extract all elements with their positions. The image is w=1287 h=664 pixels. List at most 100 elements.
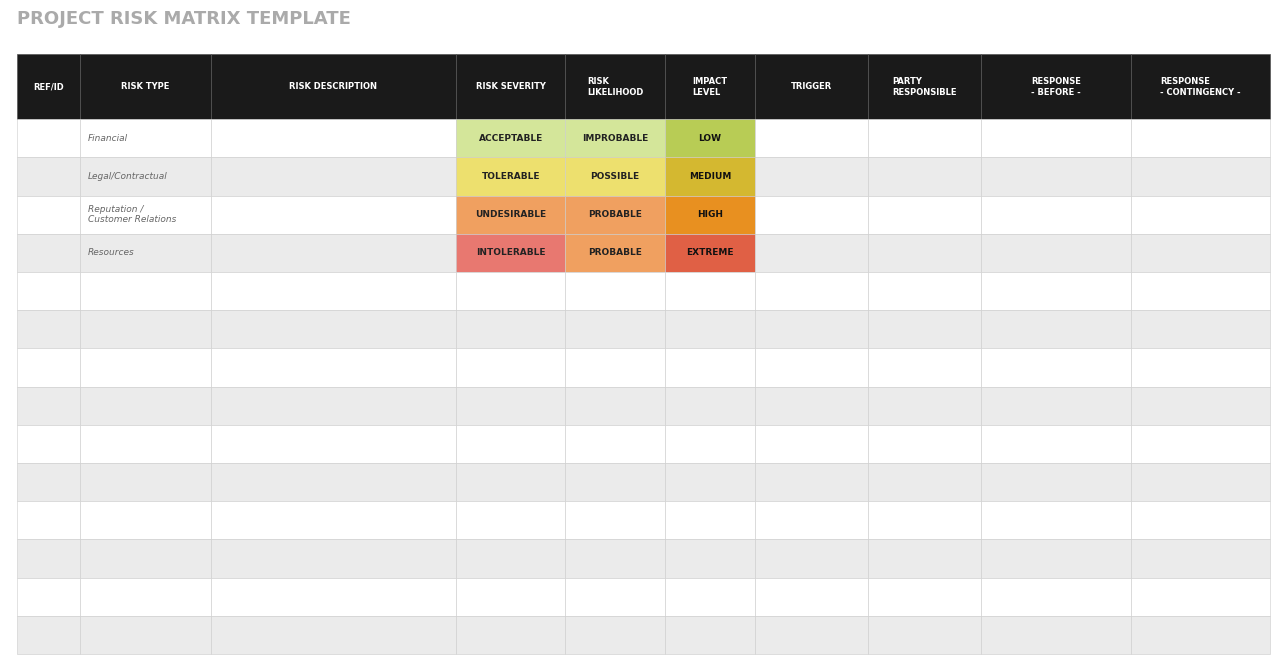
Bar: [457, 616, 565, 654]
Bar: [565, 616, 665, 654]
Bar: [81, 54, 211, 120]
Bar: [211, 616, 457, 654]
Bar: [1131, 234, 1270, 272]
Text: INTOLERABLE: INTOLERABLE: [476, 248, 546, 258]
Bar: [565, 234, 665, 272]
Bar: [981, 234, 1131, 272]
Text: TRIGGER: TRIGGER: [790, 82, 833, 92]
Bar: [81, 539, 211, 578]
Text: LOW: LOW: [699, 134, 722, 143]
Bar: [755, 501, 867, 539]
Text: RISK TYPE: RISK TYPE: [121, 82, 170, 92]
Bar: [755, 234, 867, 272]
Bar: [211, 425, 457, 463]
Bar: [665, 349, 755, 386]
Bar: [565, 463, 665, 501]
Bar: [867, 54, 981, 120]
Bar: [1131, 54, 1270, 120]
Bar: [665, 539, 755, 578]
Text: Reputation /
Customer Relations: Reputation / Customer Relations: [88, 205, 176, 224]
Bar: [81, 386, 211, 425]
Bar: [981, 539, 1131, 578]
Bar: [867, 501, 981, 539]
Bar: [981, 272, 1131, 310]
Bar: [17, 501, 81, 539]
Bar: [981, 425, 1131, 463]
Bar: [211, 196, 457, 234]
Bar: [755, 539, 867, 578]
Text: Financial: Financial: [88, 134, 129, 143]
Bar: [565, 54, 665, 120]
Bar: [1131, 349, 1270, 386]
Bar: [565, 386, 665, 425]
Bar: [665, 272, 755, 310]
Bar: [457, 501, 565, 539]
Text: RESPONSE
- CONTINGENCY -: RESPONSE - CONTINGENCY -: [1161, 77, 1241, 96]
Bar: [867, 196, 981, 234]
Bar: [867, 310, 981, 349]
Bar: [81, 310, 211, 349]
Bar: [457, 349, 565, 386]
Bar: [457, 463, 565, 501]
Bar: [755, 54, 867, 120]
Text: POSSIBLE: POSSIBLE: [591, 172, 640, 181]
Bar: [565, 425, 665, 463]
Bar: [17, 425, 81, 463]
Bar: [457, 54, 565, 120]
Bar: [755, 120, 867, 157]
Bar: [755, 386, 867, 425]
Bar: [81, 463, 211, 501]
Bar: [1131, 539, 1270, 578]
Text: PARTY
RESPONSIBLE: PARTY RESPONSIBLE: [892, 77, 956, 96]
Bar: [81, 234, 211, 272]
Bar: [1131, 463, 1270, 501]
Bar: [665, 54, 755, 120]
Bar: [17, 578, 81, 616]
Bar: [81, 272, 211, 310]
Bar: [457, 120, 565, 157]
Bar: [17, 386, 81, 425]
Bar: [755, 196, 867, 234]
Bar: [565, 501, 665, 539]
Bar: [457, 578, 565, 616]
Bar: [981, 54, 1131, 120]
Bar: [665, 463, 755, 501]
Bar: [981, 120, 1131, 157]
Bar: [457, 234, 565, 272]
Bar: [1131, 120, 1270, 157]
Bar: [81, 425, 211, 463]
Bar: [867, 120, 981, 157]
Bar: [457, 310, 565, 349]
Bar: [457, 539, 565, 578]
Bar: [665, 196, 755, 234]
Bar: [457, 425, 565, 463]
Bar: [81, 578, 211, 616]
Text: IMPACT
LEVEL: IMPACT LEVEL: [692, 77, 727, 96]
Bar: [17, 616, 81, 654]
Bar: [867, 578, 981, 616]
Bar: [211, 157, 457, 196]
Bar: [211, 501, 457, 539]
Bar: [457, 196, 565, 234]
Bar: [81, 349, 211, 386]
Bar: [867, 272, 981, 310]
Bar: [1131, 386, 1270, 425]
Bar: [81, 120, 211, 157]
Bar: [81, 196, 211, 234]
Bar: [755, 616, 867, 654]
Bar: [17, 463, 81, 501]
Bar: [981, 349, 1131, 386]
Bar: [17, 539, 81, 578]
Bar: [17, 349, 81, 386]
Bar: [755, 425, 867, 463]
Bar: [211, 386, 457, 425]
Text: RISK SEVERITY: RISK SEVERITY: [476, 82, 546, 92]
Bar: [457, 386, 565, 425]
Bar: [565, 157, 665, 196]
Text: RESPONSE
- BEFORE -: RESPONSE - BEFORE -: [1031, 77, 1081, 96]
Text: Resources: Resources: [88, 248, 135, 258]
Bar: [665, 310, 755, 349]
Bar: [1131, 578, 1270, 616]
Bar: [1131, 425, 1270, 463]
Bar: [211, 539, 457, 578]
